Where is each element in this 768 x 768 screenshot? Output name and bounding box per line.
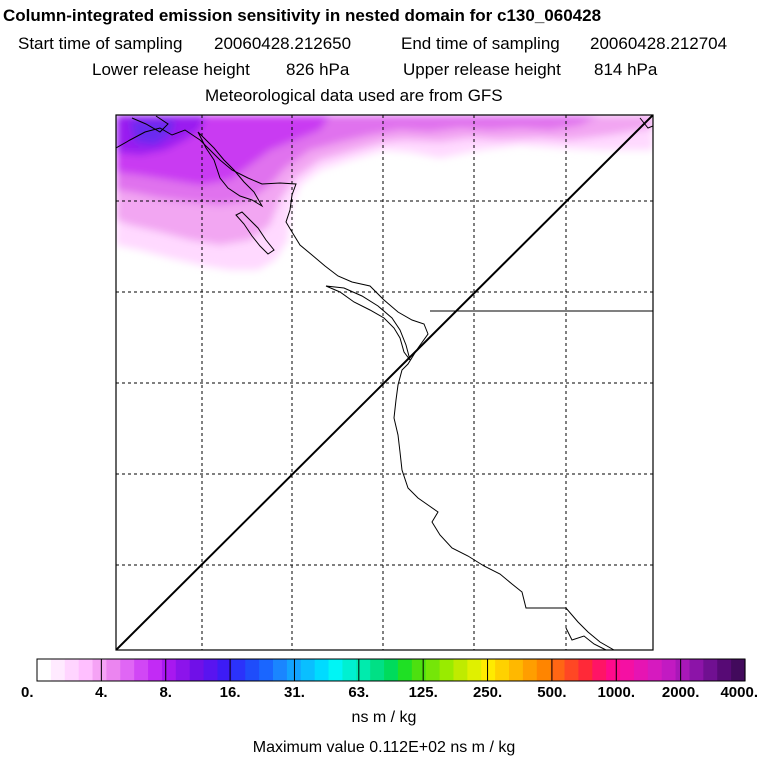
colorbar-tick-label: 250.	[473, 684, 502, 701]
max-value-text: Maximum value 0.112E+02 ns m / kg	[252, 739, 516, 756]
colorbar-cell	[439, 659, 455, 681]
grid-lines	[116, 115, 653, 650]
colorbar-tick-label: 8.	[159, 684, 172, 701]
colorbar-cell	[314, 659, 330, 681]
colorbar-cell	[536, 659, 552, 681]
colorbar-cell	[78, 659, 94, 681]
coastline-main	[116, 127, 615, 650]
coastline-southeast	[565, 627, 607, 650]
colorbar-cell	[606, 659, 621, 681]
colorbar-cell	[273, 659, 288, 681]
colorbar-cell	[175, 659, 191, 681]
colorbar-cell	[217, 659, 232, 681]
colorbar-cell	[481, 659, 496, 681]
coastline-inner-bay	[325, 285, 411, 361]
lower-release-label: Lower release height	[92, 60, 250, 79]
lower-release-value: 826 hPa	[286, 60, 350, 79]
colorbar-tick-label: 4.	[95, 684, 108, 701]
colorbar-cell	[356, 659, 371, 681]
colorbar-tick-label: 2000.	[662, 684, 700, 701]
colorbar-cell	[203, 659, 219, 681]
colorbar-cell	[231, 659, 246, 681]
colorbar-tick-label: 0.	[21, 684, 34, 701]
colorbar-cell	[495, 659, 510, 681]
upper-release-value: 814 hPa	[594, 60, 658, 79]
colorbar-cell	[647, 659, 663, 681]
map-frame	[115, 114, 654, 651]
colorbar-cell	[342, 659, 357, 681]
colorbar-cell	[92, 659, 108, 681]
colorbar-cell	[189, 659, 205, 681]
colorbar-tick-label: 63.	[348, 684, 369, 701]
end-time-value: 20060428.212704	[590, 34, 728, 53]
colorbar-cell	[397, 659, 413, 681]
coastline-gulf-arm	[197, 131, 264, 208]
map-area	[116, 115, 653, 650]
colorbar-cell	[592, 659, 607, 681]
coastline-peninsula	[235, 211, 275, 255]
colorbar-cell	[703, 659, 718, 681]
colorbar-cell	[37, 659, 52, 681]
coastline-north-inlet	[131, 115, 169, 133]
colorbar-cell	[384, 659, 399, 681]
colorbar-cell	[148, 659, 163, 681]
colorbar-cell	[300, 659, 316, 681]
chart-title: Column-integrated emission sensitivity i…	[3, 6, 602, 25]
colorbar-tick-label: 125.	[409, 684, 438, 701]
colorbar: 0. 4. 8. 16. 31. 63. 125. 250. 500. 1000. 2000. 400…	[21, 658, 758, 701]
colorbar-cell	[620, 659, 635, 681]
colorbar-cell	[689, 659, 704, 681]
colorbar-cell	[578, 659, 593, 681]
colorbar-cell	[564, 659, 580, 681]
colorbar-tick-label: 4000.	[720, 684, 758, 701]
colorbar-cell	[633, 659, 649, 681]
colorbar-cell	[509, 659, 524, 681]
colorbar-tick-label: 500.	[537, 684, 566, 701]
colorbar-cell	[550, 659, 566, 681]
start-time-label: Start time of sampling	[18, 34, 183, 53]
colorbar-cell	[675, 659, 691, 681]
colorbar-cell	[245, 659, 260, 681]
colorbar-cell	[370, 659, 385, 681]
colorbar-cell	[453, 659, 468, 681]
colorbar-tick-label: 16.	[220, 684, 241, 701]
colorbar-cell	[64, 659, 80, 681]
colorbar-cell	[717, 659, 732, 681]
coastline-northeast	[639, 117, 653, 129]
met-data-text: Meteorological data used are from GFS	[205, 86, 503, 105]
colorbar-tick-label: 1000.	[597, 684, 635, 701]
start-time-value: 20060428.212650	[214, 34, 352, 53]
colorbar-cell	[161, 659, 177, 681]
diagonal-line	[116, 115, 653, 650]
colorbar-tick-label: 31.	[284, 684, 305, 701]
colorbar-cell	[467, 659, 482, 681]
colorbar-cell	[134, 659, 149, 681]
colorbar-cell	[411, 659, 427, 681]
upper-release-label: Upper release height	[403, 60, 561, 79]
colorbar-cell	[522, 659, 538, 681]
colorbar-cell	[328, 659, 344, 681]
colorbar-border	[36, 658, 746, 682]
end-time-label: End time of sampling	[401, 34, 560, 53]
colorbar-cell	[425, 659, 441, 681]
coastlines	[116, 115, 653, 650]
sensitivity-field	[116, 115, 653, 270]
sensitivity-level-6	[130, 120, 175, 145]
colorbar-cell	[106, 659, 121, 681]
colorbar-cell	[731, 659, 746, 681]
colorbar-cell	[259, 659, 274, 681]
colorbar-cell	[50, 659, 66, 681]
colorbar-cell	[120, 659, 135, 681]
colorbar-units: ns m / kg	[351, 709, 417, 726]
colorbar-cell	[661, 659, 677, 681]
